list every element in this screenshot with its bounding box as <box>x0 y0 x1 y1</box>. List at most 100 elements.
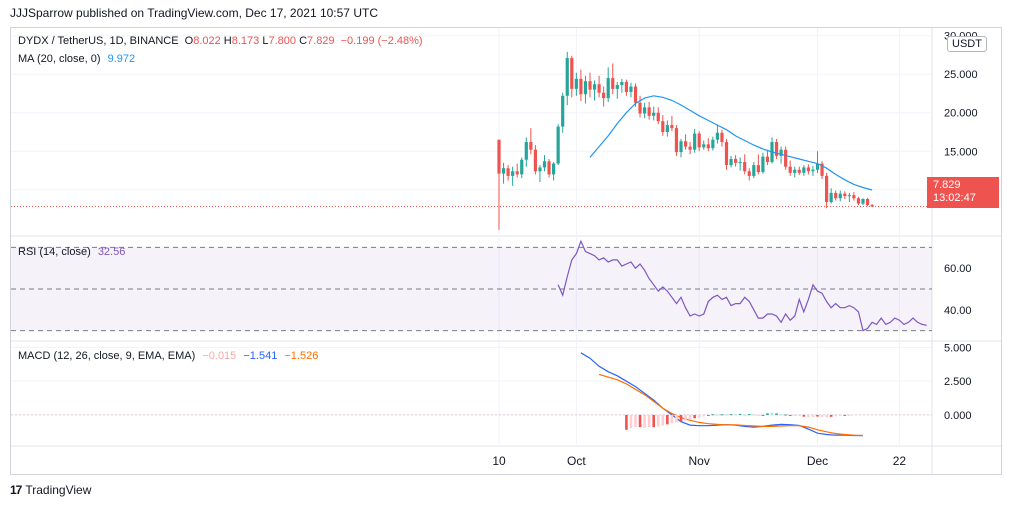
macd-hist-bar <box>647 414 651 428</box>
symbol-legend[interactable]: DYDX / TetherUS, 1D, BINANCE O8.022 H8.1… <box>18 35 423 47</box>
candle-up <box>702 140 706 150</box>
candle-body <box>788 166 792 173</box>
candle-body <box>784 149 788 167</box>
last-price-value: 7.829 <box>933 179 961 191</box>
macd-hist-bar <box>838 414 842 416</box>
candle-body <box>715 132 719 140</box>
chart-frame[interactable] <box>10 27 1002 475</box>
macd-hist-bar <box>666 414 669 425</box>
candle-down <box>856 196 861 206</box>
candle-body <box>574 78 578 89</box>
candle-body <box>747 171 751 176</box>
candle-up <box>565 51 569 106</box>
macd-hist-bar <box>752 414 756 416</box>
candle-body <box>847 195 851 197</box>
time-tick-label: Nov <box>689 454 710 468</box>
candle-down <box>624 79 628 96</box>
signal-value: −1.526 <box>284 350 319 362</box>
macd-hist-bar <box>656 414 660 427</box>
footer-brand-text: TradingView <box>25 483 92 497</box>
candle-body <box>597 84 601 93</box>
candle-down <box>579 69 583 102</box>
indicator-lines <box>557 95 927 437</box>
candle-body <box>820 163 824 176</box>
candle-body <box>652 112 656 116</box>
macd-hist-bar <box>779 414 783 416</box>
candle-down <box>697 131 701 152</box>
macd-hist-bar <box>697 414 701 418</box>
macd-value: −1.541 <box>243 350 278 362</box>
rsi-legend[interactable]: RSI (14, close) 32.56 <box>18 246 125 258</box>
candle-body <box>774 142 779 156</box>
candle-up <box>770 137 774 164</box>
candle-body <box>542 161 547 168</box>
candle-up <box>592 80 597 101</box>
symbol-title: DYDX / TetherUS, 1D, BINANCE <box>18 35 179 47</box>
candle-body <box>870 205 874 207</box>
macd-hist-bar <box>711 414 715 416</box>
macd-hist-bar <box>747 414 751 416</box>
macd-legend[interactable]: MACD (12, 26, close, 9, EMA, EMA) −0.015… <box>18 350 318 362</box>
macd-hist-bar <box>738 413 742 415</box>
candle-body <box>720 132 724 143</box>
candle-body <box>802 167 806 173</box>
candle-body <box>865 199 870 206</box>
candle-body <box>611 78 615 89</box>
ma-legend[interactable]: MA (20, close, 0) 9.972 <box>18 53 135 65</box>
open-value: 8.022 <box>193 35 221 47</box>
macd-hist-bar <box>775 413 778 415</box>
candle-body <box>756 165 760 173</box>
candle-body <box>552 163 556 175</box>
candle-body <box>688 146 692 150</box>
currency-badge[interactable]: USDT <box>947 36 987 52</box>
close-value: 7.829 <box>307 35 335 47</box>
time-tick-label: Oct <box>567 454 586 468</box>
candle-body <box>547 161 551 175</box>
candle-up <box>847 192 851 203</box>
close-label: C <box>299 35 308 47</box>
candle-body <box>829 192 833 203</box>
candle-body <box>602 92 606 99</box>
candle-body <box>729 158 733 166</box>
macd-line <box>580 352 864 437</box>
macd-hist-bar <box>725 414 728 416</box>
candle-body <box>738 162 742 164</box>
candle-body <box>538 167 542 172</box>
candle-body <box>556 126 560 164</box>
candle-body <box>825 175 829 203</box>
candle-body <box>765 156 770 163</box>
candle-body <box>533 149 537 172</box>
candle-body <box>633 86 638 103</box>
rsi-tick-label: 60.00 <box>944 263 972 275</box>
candle-body <box>506 168 510 176</box>
candle-down <box>656 107 660 125</box>
candle-up <box>524 137 528 167</box>
candle-body <box>665 125 669 132</box>
candle-body <box>861 199 865 204</box>
footer-brand[interactable]: 17 TradingView <box>10 483 91 497</box>
candle-down <box>774 138 779 159</box>
candle-down <box>820 161 824 179</box>
candle-body <box>838 193 842 199</box>
candle-body <box>661 121 665 132</box>
candle-up <box>815 151 820 173</box>
candle-up <box>542 155 547 172</box>
candle-up <box>779 146 783 164</box>
macd-hist-bar <box>684 414 687 421</box>
candle-body <box>693 133 697 150</box>
candle-down <box>602 86 606 107</box>
candle-down <box>765 150 770 166</box>
macd-hist-bar <box>802 414 806 417</box>
macd-hist-bar <box>634 414 637 428</box>
candle-down <box>683 134 688 150</box>
candle-body <box>843 193 847 196</box>
macd-hist-bar <box>688 414 692 420</box>
candle-down <box>720 129 724 147</box>
candle-up <box>838 190 842 202</box>
macd-tick-label: 5.000 <box>944 342 972 354</box>
candle-up <box>520 157 524 179</box>
candle-up <box>501 162 506 184</box>
macd-hist-bar <box>807 414 810 418</box>
macd-hist-bar <box>788 414 792 416</box>
